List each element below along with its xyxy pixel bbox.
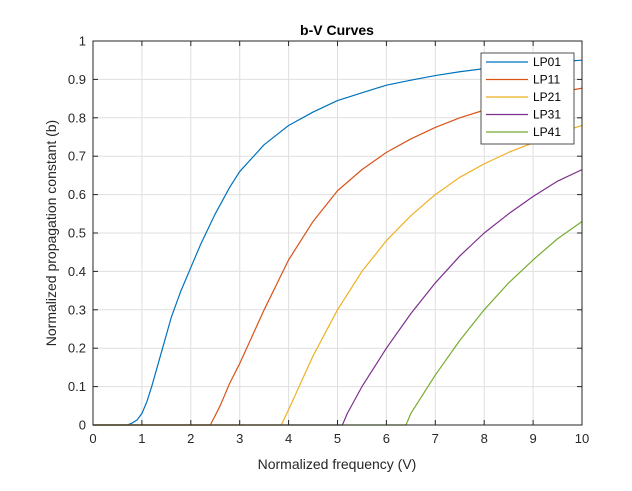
y-tick-label: 0.1 bbox=[68, 379, 86, 394]
x-tick-label: 1 bbox=[138, 431, 145, 446]
x-tick-label: 2 bbox=[187, 431, 194, 446]
y-tick-label: 0.8 bbox=[68, 110, 86, 125]
y-tick-label: 0.9 bbox=[68, 72, 86, 87]
legend-label-lp31: LP31 bbox=[533, 108, 561, 122]
y-axis-label: Normalized propagation constant (b) bbox=[43, 120, 59, 346]
x-tick-label: 0 bbox=[89, 431, 96, 446]
series-line-lp31 bbox=[93, 169, 583, 426]
y-tick-label: 0.2 bbox=[68, 341, 86, 356]
series-line-lp01 bbox=[93, 59, 583, 426]
legend-label-lp01: LP01 bbox=[533, 55, 561, 69]
y-tick-label: 0.6 bbox=[68, 187, 86, 202]
y-tick-label: 0.4 bbox=[68, 264, 86, 279]
x-axis-label: Normalized frequency (V) bbox=[258, 456, 417, 472]
y-tick-label: 0 bbox=[79, 418, 86, 433]
y-tick-label: 0.5 bbox=[68, 226, 86, 241]
legend-label-lp21: LP21 bbox=[533, 90, 561, 104]
legend-box bbox=[480, 52, 575, 145]
y-tick-label: 1 bbox=[79, 34, 86, 49]
x-tick-label: 4 bbox=[285, 431, 292, 446]
tick-labels: 0 1 2 3 4 5 6 7 8 9 10 0 0.1 0.2 0.3 0.4 0.5 0.6 0.7 0.8 0.9… bbox=[68, 34, 589, 447]
x-tick-label: 9 bbox=[529, 431, 536, 446]
ticks bbox=[92, 40, 583, 426]
legend-label-lp11: LP11 bbox=[533, 73, 560, 87]
x-tick-label: 6 bbox=[383, 431, 390, 446]
y-tick-label: 0.3 bbox=[68, 302, 86, 317]
legend-label-lp41: LP41 bbox=[533, 125, 561, 139]
x-tick-label: 7 bbox=[432, 431, 439, 446]
x-tick-label: 5 bbox=[334, 431, 341, 446]
x-tick-label: 8 bbox=[481, 431, 488, 446]
series-line-lp21 bbox=[93, 124, 583, 426]
series-line-lp41 bbox=[93, 220, 583, 426]
chart-title: b-V Curves bbox=[300, 22, 374, 38]
x-tick-label: 10 bbox=[575, 431, 589, 446]
legend: LP01 LP11 LP21 LP31 LP41 bbox=[480, 52, 575, 145]
y-tick-label: 0.7 bbox=[68, 149, 86, 164]
x-tick-label: 3 bbox=[236, 431, 243, 446]
